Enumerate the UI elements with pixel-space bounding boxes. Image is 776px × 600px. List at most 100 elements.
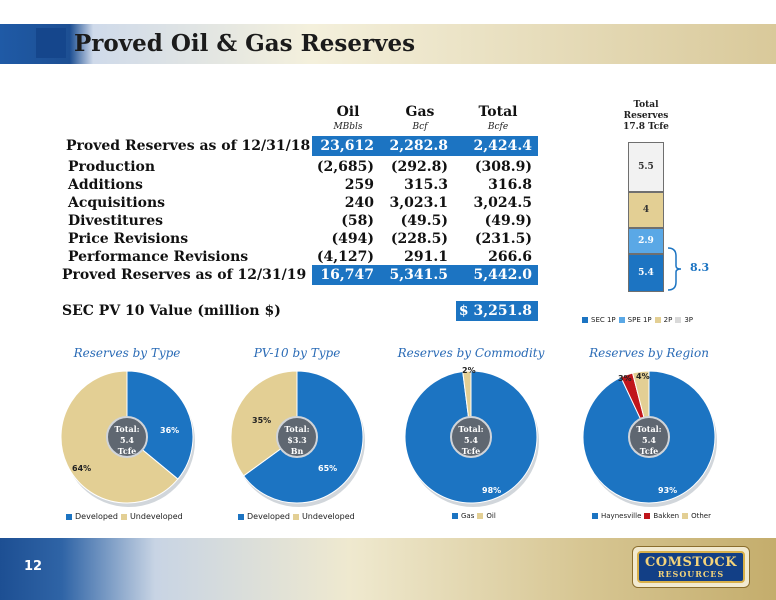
bracket-1p bbox=[667, 247, 682, 291]
stack-segment-sec-1p: 5.4 bbox=[628, 254, 664, 292]
row-label-price-revisions: Price Revisions bbox=[68, 231, 189, 247]
stack-label-sec-1p: 5.4 bbox=[638, 268, 654, 278]
total-reserves-title-line-3: 17.8 Tcfe bbox=[623, 122, 669, 132]
legend-label-developed: Developed bbox=[75, 512, 118, 521]
row-label-acquisitions: Acquisitions bbox=[68, 195, 166, 211]
pie-center-disc bbox=[276, 416, 318, 458]
stack-label-2p: 4 bbox=[642, 205, 650, 215]
cell-gas-performance-revisions: 291.1 bbox=[404, 249, 448, 265]
pie-center-line-2: $3.3 bbox=[287, 435, 307, 445]
pie-center-line-2: 5.4 bbox=[120, 435, 134, 445]
legend-swatch-developed bbox=[238, 513, 244, 520]
cell-oil-price-revisions: (494) bbox=[331, 231, 374, 247]
cell-total-2019: 5,442.0 bbox=[473, 267, 532, 283]
pie-center-line-1: Total: bbox=[636, 424, 662, 434]
legend-label-2p: 2P bbox=[663, 316, 673, 324]
pie-center-disc bbox=[450, 416, 492, 458]
company-logo-plate: COMSTOCK RESOURCES bbox=[637, 551, 745, 583]
pie-center-pv10-by-type: Total: $3.3 Bn bbox=[277, 424, 317, 457]
pie-center-reserves-by-region: Total: 5.4 Tcfe bbox=[629, 424, 669, 457]
pie-title-pv10-by-type: PV-10 by Type bbox=[253, 346, 341, 360]
cell-gas-price-revisions: (228.5) bbox=[390, 231, 448, 247]
stack-column: 5.5 4 2.9 5.4 bbox=[628, 142, 664, 292]
pie-label-undeveloped: 64% bbox=[72, 464, 92, 473]
cell-oil-performance-revisions: (4,127) bbox=[316, 249, 374, 265]
cell-oil-production: (2,685) bbox=[316, 159, 374, 175]
company-logo: COMSTOCK RESOURCES bbox=[632, 546, 750, 588]
pie-label-oil: 2% bbox=[462, 366, 476, 375]
pie-center-line-3: Tcfe bbox=[117, 446, 137, 456]
legend-label-oil: Oil bbox=[486, 512, 496, 520]
col-header-total: Total bbox=[478, 104, 518, 120]
legend-swatch-undeveloped bbox=[292, 513, 299, 520]
pie-chart-reserves-by-region: Reserves by Region Total: 5.4 Tcfe 93% 3… bbox=[574, 344, 734, 534]
highlight-band-2018 bbox=[312, 136, 538, 156]
pv10-value: $ 3,251.8 bbox=[458, 303, 532, 319]
pie-label-other: 4% bbox=[636, 372, 650, 381]
cell-oil-2019: 16,747 bbox=[320, 267, 374, 283]
row-label-performance-revisions: Performance Revisions bbox=[68, 249, 249, 265]
legend-swatch-developed bbox=[66, 513, 72, 520]
pie-label-gas: 98% bbox=[482, 486, 502, 495]
pv10-label: SEC PV 10 Value (million $) bbox=[62, 303, 281, 319]
pie-title-reserves-by-region: Reserves by Region bbox=[589, 346, 709, 360]
pie-center-disc bbox=[106, 416, 148, 458]
total-reserves-title-line-1: Total bbox=[633, 100, 659, 110]
cell-oil-2018: 23,612 bbox=[320, 138, 374, 154]
legend-swatch-undeveloped bbox=[120, 513, 127, 520]
pie-center-disc bbox=[628, 416, 670, 458]
row-label-divestitures: Divestitures bbox=[68, 213, 163, 229]
total-reserves-title: Total Reserves 17.8 Tcfe bbox=[604, 100, 688, 133]
legend-label-spe-1p: SPE 1P bbox=[627, 316, 652, 324]
cell-total-production: (308.9) bbox=[474, 159, 532, 175]
page-title: Proved Oil & Gas Reserves bbox=[74, 30, 416, 57]
cell-total-additions: 316.8 bbox=[488, 177, 532, 193]
cell-gas-divestitures: (49.5) bbox=[400, 213, 448, 229]
highlight-band-2019 bbox=[312, 265, 538, 285]
col-unit-oil: MBbls bbox=[333, 122, 363, 132]
pie-center-line-3: Tcfe bbox=[639, 446, 659, 456]
legend-label-bakken: Bakken bbox=[653, 512, 680, 520]
header-accent-square bbox=[36, 28, 66, 58]
stack-segment-spe-1p: 2.9 bbox=[628, 228, 664, 254]
pie-label-developed: 65% bbox=[318, 464, 338, 473]
legend-swatch-sec-1p bbox=[582, 317, 588, 323]
pie-title-reserves-by-type: Reserves by Type bbox=[73, 346, 181, 360]
legend-swatch-oil bbox=[477, 513, 484, 519]
legend-swatch-2p bbox=[654, 317, 661, 323]
stack-label-spe-1p: 2.9 bbox=[638, 236, 654, 246]
pie-chart-reserves-by-type: Reserves by Type Total: 5.4 Tcfe 36% 64%… bbox=[52, 344, 202, 534]
legend-swatch-other bbox=[682, 513, 689, 519]
legend-label-sec-1p: SEC 1P bbox=[591, 316, 616, 324]
header-band bbox=[0, 24, 776, 64]
pie-chart-reserves-by-commodity: Reserves by Commodity Total: 5.4 Tcfe 98… bbox=[396, 344, 546, 534]
cell-gas-acquisitions: 3,023.1 bbox=[389, 195, 448, 211]
total-reserves-title-line-2: Reserves bbox=[623, 111, 669, 121]
row-label-additions: Additions bbox=[68, 177, 143, 193]
col-unit-gas: Bcf bbox=[412, 122, 428, 132]
pie-legend-reserves-by-type: Developed Undeveloped bbox=[66, 512, 183, 521]
legend-swatch-haynesville bbox=[592, 513, 598, 519]
stack-label-3p: 5.5 bbox=[638, 162, 654, 172]
cell-oil-acquisitions: 240 bbox=[344, 195, 374, 211]
pie-title-reserves-by-commodity: Reserves by Commodity bbox=[397, 346, 545, 360]
pie-label-developed: 36% bbox=[160, 426, 180, 435]
row-label-production: Production bbox=[68, 159, 156, 175]
col-unit-total: Bcfe bbox=[487, 122, 509, 132]
pie-pv10-by-type bbox=[230, 370, 365, 507]
cell-total-price-revisions: (231.5) bbox=[474, 231, 532, 247]
pie-legend-pv10-by-type: Developed Undeveloped bbox=[238, 512, 355, 521]
pie-reserves-by-region bbox=[582, 370, 717, 507]
pie-center-line-2: 5.4 bbox=[464, 435, 478, 445]
cell-gas-additions: 315.3 bbox=[404, 177, 448, 193]
pie-slice-developed bbox=[126, 370, 194, 480]
col-header-gas: Gas bbox=[405, 104, 435, 120]
reserves-table: Oil MBbls Gas Bcf Total Bcfe Proved Rese… bbox=[62, 104, 542, 324]
stack-segment-3p: 5.5 bbox=[628, 142, 664, 192]
row-label-reserves-2018: Proved Reserves as of 12/31/18 bbox=[66, 138, 311, 154]
legend-label-developed: Developed bbox=[247, 512, 290, 521]
cell-total-divestitures: (49.9) bbox=[484, 213, 532, 229]
cell-total-performance-revisions: 266.6 bbox=[488, 249, 532, 265]
legend-label-gas: Gas bbox=[461, 512, 475, 520]
pv10-value-box bbox=[456, 301, 538, 321]
